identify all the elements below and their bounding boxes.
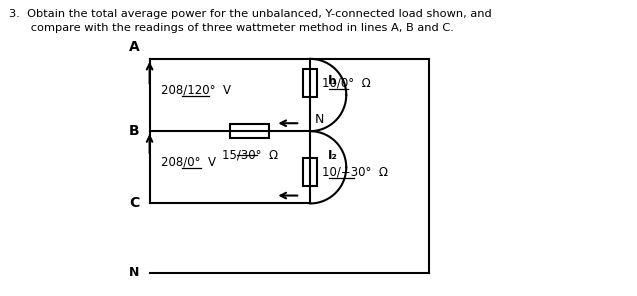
Text: 208/120°  V: 208/120° V [162,83,231,96]
Text: compare with the readings of three wattmeter method in lines A, B and C.: compare with the readings of three wattm… [9,23,454,33]
Text: 208/0°  V: 208/0° V [162,156,217,169]
Text: A: A [129,40,140,54]
Bar [303,69,317,97]
Text: 15/30°  Ω: 15/30° Ω [222,149,278,162]
Text: N: N [315,113,324,126]
Text: I₁: I₁ [328,74,338,87]
Text: 3.  Obtain the total average power for the unbalanced, Y-connected load shown, a: 3. Obtain the total average power for th… [9,9,492,19]
Text: 10/0°  Ω: 10/0° Ω [322,77,371,90]
Text: C: C [129,197,140,210]
Text: N: N [129,266,140,279]
Text: 10/−30°  Ω: 10/−30° Ω [322,166,388,179]
Text: B: B [129,124,140,138]
Text: I₂: I₂ [328,149,338,162]
Bar [303,158,317,186]
Bar [230,124,269,138]
